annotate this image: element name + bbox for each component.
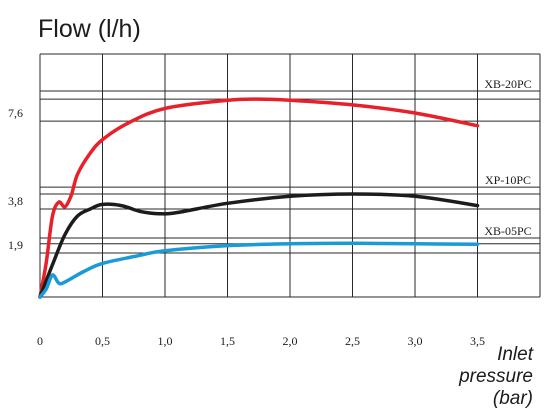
series-line (38, 97, 480, 299)
x-tick-labels: 0 0,5 1,0 1,5 2,0 2,5 3,0 3,5 (37, 334, 485, 348)
y-tick-labels: 1,9 3,8 7,6 (8, 106, 23, 252)
x-tick-label: 0,5 (95, 334, 110, 348)
x-tick-label: 2,5 (345, 334, 360, 348)
x-axis-label-line: (bar) (493, 388, 533, 409)
x-tick-label: 0 (37, 334, 43, 348)
series-label: XB-20PC (484, 77, 531, 91)
y-tick-label: 1,9 (8, 238, 23, 252)
x-tick-label: 3,5 (470, 334, 485, 348)
x-axis-label-line: pressure (458, 366, 533, 387)
x-tick-label: 2,0 (283, 334, 298, 348)
chart-title: Flow (l/h) (38, 15, 141, 43)
series-label: XP-10PC (485, 173, 531, 187)
x-tick-label: 3,0 (408, 334, 423, 348)
x-tick-label: 1,5 (220, 334, 235, 348)
y-tick-label: 3,8 (8, 194, 23, 208)
series-label: XB-05PC (484, 224, 531, 238)
x-axis-label-line: Inlet (497, 344, 534, 365)
y-tick-label: 7,6 (8, 106, 23, 120)
series-line (38, 192, 480, 299)
series-line (38, 241, 480, 299)
x-tick-label: 1,0 (158, 334, 173, 348)
series-lines (38, 97, 480, 299)
